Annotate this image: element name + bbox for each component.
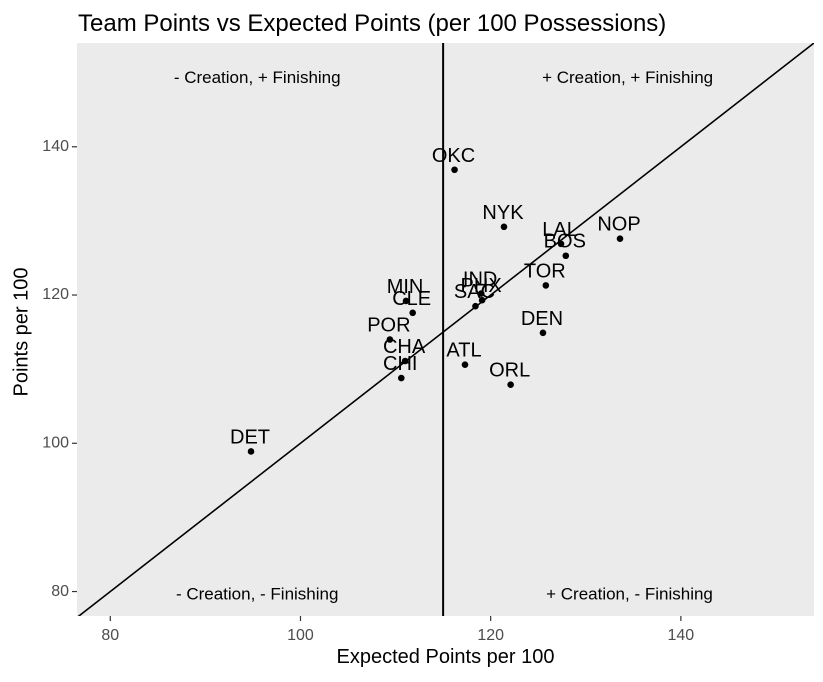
- data-points: [247, 166, 624, 455]
- point-label-ind: IND: [463, 269, 497, 291]
- x-axis: 80 100 120 140: [101, 616, 694, 644]
- y-axis-label: Points per 100: [10, 267, 33, 397]
- data-point-sac: [472, 302, 479, 310]
- point-label-orl: ORL: [489, 360, 530, 382]
- point-label-min: MIN: [387, 276, 424, 298]
- data-point-cha: [401, 357, 409, 365]
- point-label-cha: CHA: [383, 336, 426, 358]
- data-point-ind: [477, 290, 485, 297]
- x-tick-label: 80: [101, 627, 119, 644]
- point-label-sac: SAC: [454, 281, 495, 303]
- data-point-min: [402, 297, 410, 305]
- x-axis-label: Expected Points per 100: [336, 646, 555, 668]
- point-label-nyk: NYK: [482, 202, 524, 224]
- y-tick-label: 120: [42, 286, 69, 303]
- chart-title: Team Points vs Expected Points (per 100 …: [78, 10, 667, 37]
- y-tick-label: 80: [51, 583, 69, 600]
- data-point-lal: [557, 240, 565, 248]
- data-point-bos: [562, 252, 570, 260]
- data-point-okc: [451, 166, 458, 174]
- point-label-cle: CLE: [392, 288, 431, 310]
- y-axis: 80 100 120 140: [42, 138, 77, 600]
- data-point-por: [386, 336, 394, 343]
- data-point-phx: [478, 296, 486, 304]
- point-label-okc: OKC: [432, 145, 475, 167]
- data-point-nop: [616, 235, 624, 242]
- quadrant-labels: - Creation, + Finishing + Creation, + Fi…: [174, 68, 713, 604]
- x-tick-label: 140: [668, 627, 695, 644]
- quadrant-label-top-left: - Creation, + Finishing: [174, 68, 341, 87]
- quadrant-label-top-right: + Creation, + Finishing: [542, 68, 713, 87]
- data-point-nyk: [500, 223, 508, 231]
- identity-line: [77, 43, 814, 616]
- x-tick-label: 100: [287, 627, 314, 644]
- point-label-por: POR: [367, 315, 410, 337]
- data-point-atl: [461, 361, 469, 369]
- point-label-phx: PHX: [461, 275, 502, 297]
- x-tick-label: 120: [477, 627, 504, 644]
- point-label-det: DET: [230, 426, 270, 448]
- data-point-cle: [409, 309, 416, 317]
- data-point-tor: [542, 282, 550, 289]
- data-point-det: [247, 448, 255, 455]
- data-point-chi: [397, 374, 405, 382]
- data-point-den: [539, 329, 547, 337]
- point-label-atl: ATL: [446, 340, 481, 362]
- point-label-den: DEN: [521, 308, 563, 330]
- point-label-lal: LAL: [542, 219, 578, 241]
- quadrant-label-bottom-right: + Creation, - Finishing: [546, 585, 713, 604]
- y-tick-label: 100: [42, 435, 69, 452]
- point-label-tor: TOR: [524, 260, 566, 282]
- y-tick-label: 140: [42, 138, 69, 155]
- data-point-orl: [507, 381, 514, 389]
- point-label-chi: CHI: [383, 353, 417, 375]
- quadrant-label-bottom-left: - Creation, - Finishing: [176, 585, 339, 604]
- reference-lines: [77, 43, 814, 616]
- point-label-nop: NOP: [597, 214, 640, 236]
- point-label-bos: BOS: [544, 231, 586, 253]
- point-labels: OKCNYKNOPLALBOSTORINDPHXSACMINCLEDENPORC…: [230, 145, 641, 449]
